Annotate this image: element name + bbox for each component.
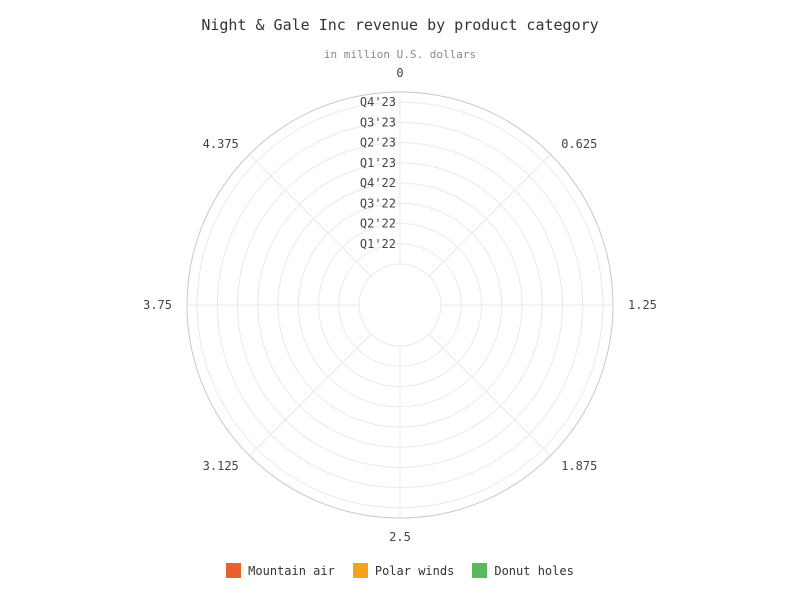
grid-spoke [428, 333, 551, 456]
angular-tick-label: 4.375 [203, 137, 239, 151]
legend-label-mountain-air: Mountain air [248, 563, 335, 578]
category-label: Q2'22 [360, 217, 396, 231]
chart-subtitle: in million U.S. dollars [323, 48, 477, 61]
angular-tick-label: 0 [396, 66, 403, 80]
grid-layer [186, 91, 614, 519]
category-label: Q4'23 [360, 95, 396, 109]
category-label: Q4'22 [360, 176, 396, 190]
angular-tick-label: 2.5 [389, 530, 411, 544]
category-label: Q1'23 [360, 156, 396, 170]
grid-spoke [428, 154, 551, 277]
legend-swatch-donut-holes [472, 563, 488, 578]
angular-tick-label: 3.125 [203, 459, 239, 473]
grid-spoke [249, 333, 372, 456]
grid-spoke [249, 154, 372, 277]
category-label: Q3'22 [360, 196, 396, 210]
category-label: Q2'23 [360, 136, 396, 150]
chart-title: Night & Gale Inc revenue by product cate… [201, 16, 599, 34]
angular-tick-label: 3.75 [143, 298, 172, 312]
outer-boundary [186, 91, 614, 519]
angular-tick-label: 1.25 [628, 298, 657, 312]
legend-label-donut-holes: Donut holes [494, 563, 574, 578]
legend-label-polar-winds: Polar winds [374, 563, 455, 578]
legend-item-polar-winds[interactable]: Polar winds [352, 563, 455, 578]
legend-item-donut-holes[interactable]: Donut holes [472, 563, 574, 578]
angular-tick-label: 0.625 [561, 137, 597, 151]
legend-swatch-mountain-air [226, 563, 242, 578]
legend: Mountain air Polar winds Donut holes [0, 563, 800, 578]
legend-item-mountain-air[interactable]: Mountain air [226, 563, 335, 578]
category-label: Q3'23 [360, 115, 396, 129]
category-label: Q1'22 [360, 237, 396, 251]
grid-ring [358, 263, 442, 347]
angular-tick-label: 1.875 [561, 459, 597, 473]
legend-swatch-polar-winds [352, 563, 368, 578]
labels-layer: 0 0.625 1.25 1.875 2.5 3.125 3.75 4.375 Q1'22 Q2'… [143, 66, 657, 544]
